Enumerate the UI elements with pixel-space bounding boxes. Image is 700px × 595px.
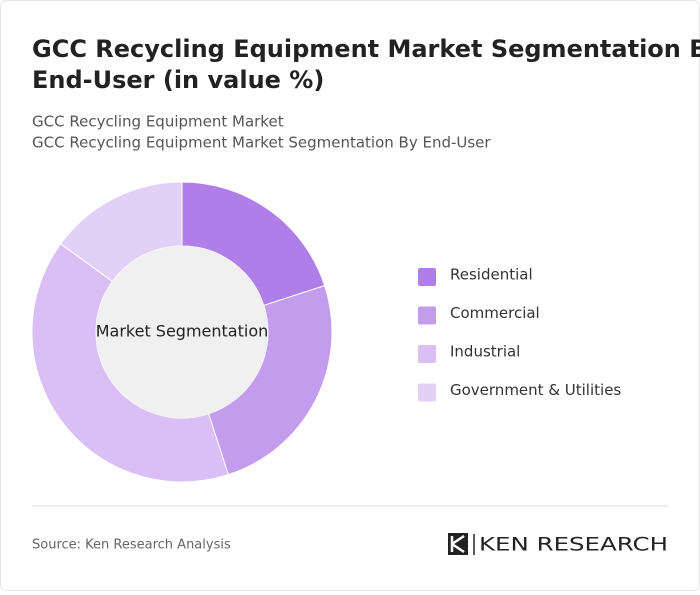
chart-title-group: GCC Recycling Equipment Market Segmentat… [32, 35, 700, 94]
center-label: Market Segmentation [96, 322, 269, 341]
logo-text: KEN RESEARCH [479, 534, 668, 556]
legend-label: Residential [450, 266, 533, 284]
source: Source: Ken Research Analysis [32, 538, 231, 553]
legend-swatch [418, 383, 436, 402]
legend: Residential Commercial Industrial Governmen… [418, 266, 621, 402]
legend-label: Industrial [450, 343, 520, 361]
logo: KEN RESEARCH [448, 533, 668, 556]
subtitle: GCC Recycling Equipment Market Segmentat… [32, 134, 491, 152]
legend-swatch [418, 306, 436, 325]
logo-icon-mark [450, 534, 465, 554]
chart-title: GCC Recycling Equipment Market Segmentat… [32, 35, 700, 94]
subtitle: GCC Recycling Equipment Market [32, 113, 284, 131]
legend-label: Commercial [450, 304, 540, 322]
legend-swatch [418, 268, 436, 286]
legend-swatch [418, 345, 436, 363]
donut-center [96, 246, 268, 418]
donut: Market Segmentation [31, 181, 333, 483]
legend-label: Government & Utilities [450, 381, 621, 399]
